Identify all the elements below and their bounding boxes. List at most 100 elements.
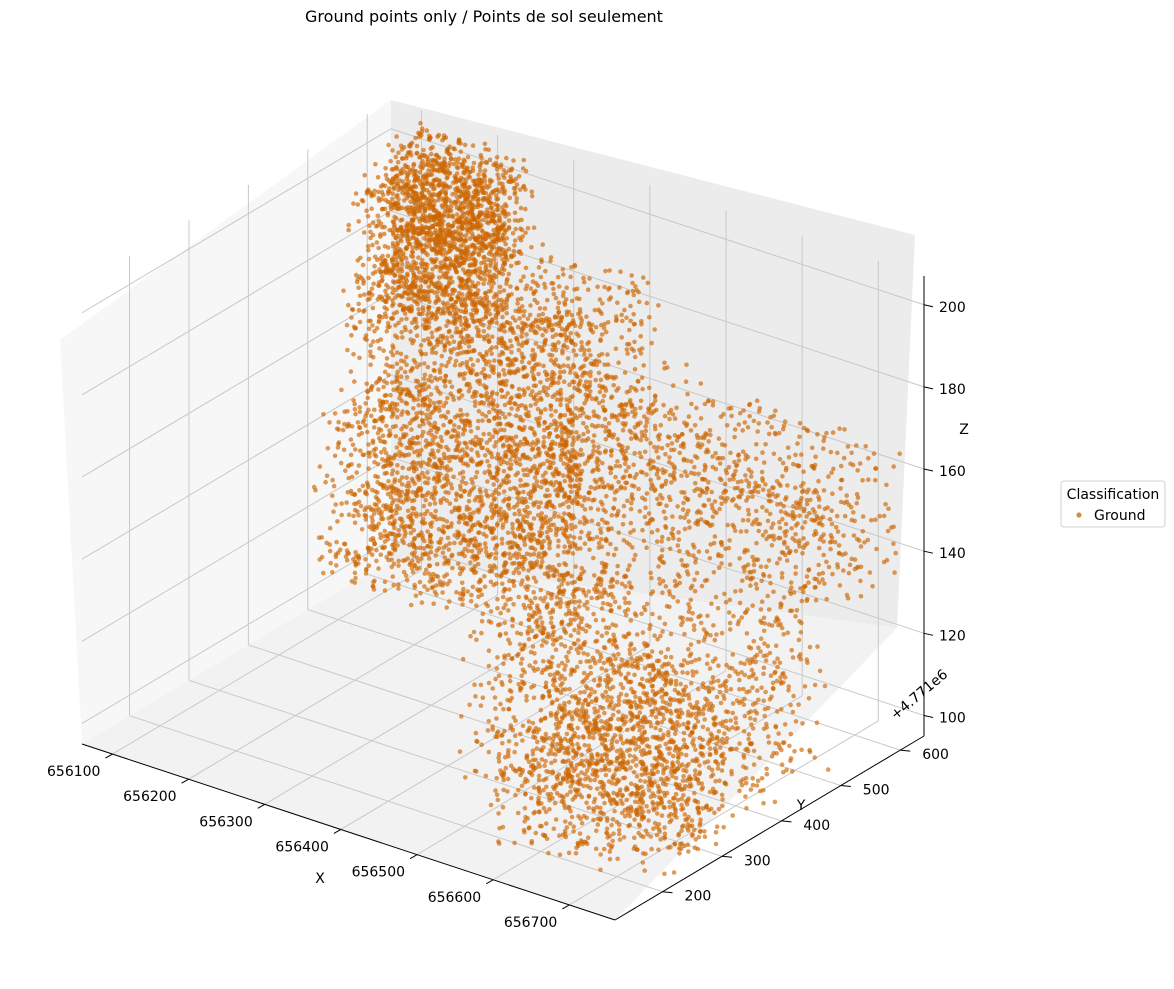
ground-point: [568, 489, 574, 495]
ground-point: [430, 441, 436, 446]
ground-point: [619, 312, 624, 318]
ground-point: [632, 339, 637, 345]
ground-point: [484, 440, 490, 445]
ground-point: [528, 327, 533, 333]
ground-point: [428, 373, 433, 379]
ground-point: [396, 586, 401, 591]
ground-point: [584, 314, 589, 320]
ground-point: [411, 276, 416, 282]
ground-point: [538, 408, 544, 414]
ground-point: [466, 344, 472, 349]
ground-point: [401, 540, 407, 545]
ground-point: [521, 313, 526, 319]
ground-point: [533, 341, 539, 346]
ground-point: [416, 307, 421, 312]
ground-point: [515, 630, 520, 636]
ground-point: [588, 327, 594, 333]
ground-point: [504, 155, 509, 161]
ground-point: [510, 525, 515, 531]
ground-point: [587, 276, 592, 281]
ground-point: [402, 280, 407, 286]
ground-point: [495, 411, 501, 416]
ground-point: [406, 484, 412, 489]
ground-point: [427, 502, 433, 507]
ground-point: [511, 158, 516, 163]
ground-point: [421, 376, 427, 382]
ground-point: [355, 202, 361, 207]
ground-point: [516, 508, 522, 513]
ground-point: [523, 496, 528, 502]
ground-point: [357, 425, 363, 431]
ground-point: [458, 407, 463, 413]
ground-point: [487, 210, 492, 216]
ground-point: [493, 555, 498, 561]
ground-point: [578, 366, 583, 371]
ground-point: [411, 536, 417, 542]
ground-point: [437, 457, 442, 462]
ground-point: [469, 592, 474, 598]
ground-point: [601, 326, 607, 331]
ground-point: [526, 603, 532, 609]
ground-point: [404, 224, 410, 230]
ground-point: [528, 456, 533, 462]
ground-point: [379, 261, 384, 267]
ground-point: [399, 238, 404, 244]
ground-point: [504, 281, 509, 287]
ground-point: [513, 458, 518, 464]
ground-point: [444, 429, 450, 435]
ground-point: [581, 431, 586, 437]
ground-point: [555, 274, 561, 280]
ground-point: [430, 223, 435, 229]
ground-point: [429, 272, 435, 277]
ground-point: [484, 160, 490, 166]
ground-point: [593, 358, 599, 363]
ground-point: [425, 312, 430, 318]
ground-point: [460, 431, 466, 437]
ground-point: [593, 377, 598, 383]
ground-point: [428, 411, 434, 417]
ground-point: [378, 532, 383, 537]
ground-point: [311, 484, 317, 490]
ground-point: [488, 218, 494, 224]
ground-point: [748, 474, 754, 479]
ground-point: [429, 288, 435, 294]
ground-point: [344, 500, 349, 505]
ground-point: [469, 548, 475, 554]
ground-point: [552, 573, 557, 578]
ground-point: [578, 447, 584, 453]
ground-point: [483, 601, 489, 607]
ground-point: [537, 529, 542, 535]
ground-point: [415, 301, 420, 307]
ground-point: [489, 284, 495, 290]
ground-point: [449, 521, 454, 526]
ground-point: [534, 392, 539, 398]
ground-point: [413, 261, 419, 266]
ground-point: [483, 245, 489, 250]
ground-point: [479, 503, 485, 509]
ground-point: [408, 337, 414, 342]
ground-point: [487, 463, 492, 469]
ground-point: [392, 254, 397, 259]
ground-point: [449, 334, 455, 339]
ground-point: [643, 424, 648, 429]
ground-point: [482, 541, 488, 546]
ground-point: [545, 297, 550, 303]
ground-point: [420, 402, 426, 408]
ground-point: [475, 453, 481, 458]
ground-point: [487, 450, 492, 455]
ground-point: [441, 422, 446, 428]
ground-point: [336, 440, 342, 445]
ground-point: [479, 228, 485, 233]
ground-point: [644, 300, 650, 306]
ground-point: [387, 433, 393, 438]
ground-point: [538, 380, 543, 385]
ground-point: [386, 484, 392, 490]
ground-point: [487, 563, 493, 569]
ground-point: [581, 279, 587, 285]
ground-point: [479, 203, 484, 208]
ground-point: [528, 403, 533, 408]
ground-point: [396, 150, 401, 156]
ground-point: [528, 392, 533, 398]
ground-point: [442, 156, 447, 161]
ground-point: [528, 545, 533, 550]
